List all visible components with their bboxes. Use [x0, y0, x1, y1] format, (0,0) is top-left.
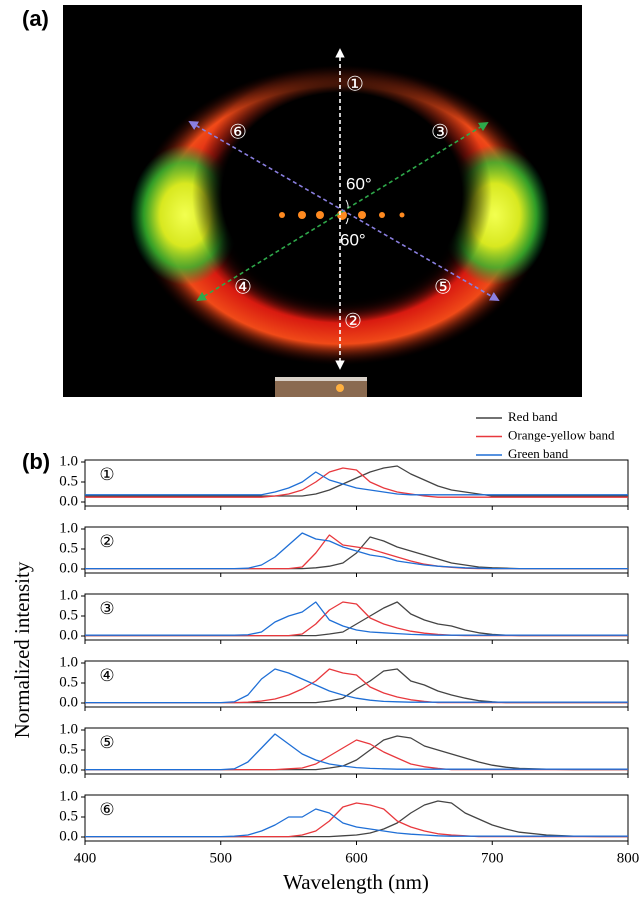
- panel-label: ⑥: [99, 800, 114, 820]
- angle-arc: [345, 199, 349, 209]
- spectrum-line: [85, 735, 628, 771]
- y-tick-label: 0.0: [59, 828, 78, 844]
- spectrum-line: [85, 668, 628, 704]
- photo-label: ①: [346, 72, 364, 96]
- y-tick-label: 0.0: [59, 761, 78, 777]
- y-axis-label: Normalized intensity: [10, 561, 34, 738]
- spectrum-line: [85, 733, 628, 771]
- angle-label: 60°: [340, 230, 366, 249]
- y-tick-label: 1.0: [59, 587, 78, 603]
- photo-labels: ① ② ③ ④ ⑤ ⑥ 60° 60°: [229, 72, 452, 333]
- photo-label: ⑥: [229, 120, 247, 144]
- plot-frame: [84, 526, 629, 574]
- y-tick-label: 1.0: [59, 721, 78, 737]
- legend-label: Orange-yellow band: [508, 427, 615, 442]
- spectrum-line: [85, 465, 628, 497]
- light-source: [336, 384, 344, 392]
- spectrum-line: [85, 800, 628, 838]
- panel-b-label: (b): [22, 449, 50, 474]
- y-tick-label: 1.0: [59, 788, 78, 804]
- spectrum-line: [85, 601, 628, 636]
- panel-label: ①: [99, 465, 114, 485]
- y-tick-label: 0.5: [59, 674, 78, 690]
- y-tick-label: 0.5: [59, 473, 78, 489]
- angle-label: 60°: [346, 174, 372, 193]
- y-tick-label: 0.5: [59, 540, 78, 556]
- panel-a-label: (a): [22, 6, 49, 31]
- x-tick-label: 800: [617, 850, 640, 866]
- spectrum-line: [85, 808, 628, 838]
- x-axis-label: Wavelength (nm): [283, 870, 429, 894]
- panel-label: ④: [99, 666, 114, 686]
- y-tick-label: 1.0: [59, 654, 78, 670]
- spectrum-line: [85, 534, 628, 570]
- y-tick-label: 0.5: [59, 741, 78, 757]
- legend-label: Green band: [508, 446, 569, 461]
- panel-label: ⑤: [99, 733, 114, 753]
- spectrum-line: [85, 536, 628, 570]
- plot-frame: [84, 660, 629, 708]
- y-tick-label: 1.0: [59, 453, 78, 469]
- y-tick-label: 1.0: [59, 520, 78, 536]
- photo-label: ⑤: [434, 275, 452, 299]
- plot-frame: [84, 459, 629, 507]
- x-tick-label: 400: [74, 850, 97, 866]
- spectrum-line: [85, 532, 628, 570]
- photo-label: ③: [431, 120, 449, 144]
- plot-frame: [84, 794, 629, 842]
- x-tick-label: 500: [210, 850, 233, 866]
- plots: 0.0 0.5 1.0 ① 0.0 0.5 1.0 ② 0.0 0.5 1.0 ③ 0.0 0.5 1.0 ④…: [59, 409, 639, 866]
- axis-arrow: [188, 121, 500, 301]
- y-tick-label: 0.5: [59, 808, 78, 824]
- panel-label: ②: [99, 532, 114, 552]
- plot-frame: [84, 593, 629, 641]
- spectrum-line: [85, 802, 628, 838]
- angle-arc: [345, 217, 349, 225]
- photo: [63, 5, 582, 397]
- photo-label: ④: [234, 275, 252, 299]
- photo-label: ②: [344, 309, 362, 333]
- cuvette: [275, 377, 367, 397]
- y-tick-label: 0.0: [59, 560, 78, 576]
- spectrum-line: [85, 471, 628, 496]
- x-tick-label: 700: [481, 850, 504, 866]
- cuvette-rim: [275, 377, 367, 381]
- y-tick-label: 0.5: [59, 607, 78, 623]
- x-tick-label: 600: [345, 850, 368, 866]
- y-tick-label: 0.0: [59, 694, 78, 710]
- spectrum-line: [85, 467, 628, 498]
- y-tick-label: 0.0: [59, 493, 78, 509]
- legend-label: Red band: [508, 409, 558, 424]
- y-tick-label: 0.0: [59, 627, 78, 643]
- spectrum-line: [85, 739, 628, 771]
- panel-label: ③: [99, 599, 114, 619]
